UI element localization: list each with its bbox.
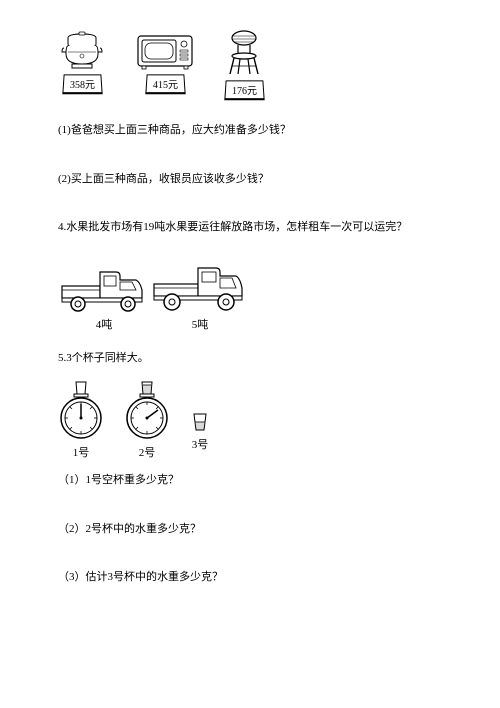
truck-label-1: 4吨 bbox=[96, 316, 113, 332]
product-microwave: 415元 bbox=[134, 30, 196, 100]
scale-icon-1 bbox=[58, 380, 104, 442]
cup-icon-3 bbox=[190, 412, 210, 434]
truck-1: 4吨 bbox=[58, 258, 150, 332]
truck-2: 5吨 bbox=[150, 254, 250, 332]
cup-3: 3号 bbox=[190, 412, 210, 452]
scale-label-1: 1号 bbox=[73, 444, 90, 460]
products-row: 358元 415元 176 bbox=[58, 30, 442, 100]
question-5-2: （2）2号杯中的水重多少克？ bbox=[58, 521, 442, 538]
price-tag-1: 358元 bbox=[62, 74, 102, 94]
price-tag-3: 176元 bbox=[224, 80, 264, 100]
scale-label-3: 3号 bbox=[192, 436, 209, 452]
question-5: 5.3个杯子同样大。 bbox=[58, 350, 442, 367]
scale-label-2: 2号 bbox=[139, 444, 156, 460]
product-chair: 176元 bbox=[224, 30, 264, 100]
question-5-3: （3）估计3号杯中的水重多少克？ bbox=[58, 569, 442, 586]
question-1: (1)爸爸想买上面三种商品，应大约准备多少钱？ bbox=[58, 122, 442, 139]
scale-icon-2 bbox=[124, 380, 170, 442]
truck-icon-2 bbox=[150, 254, 250, 318]
rice-cooker-icon bbox=[58, 30, 106, 72]
question-4: 4.水果批发市场有19吨水果要运往解放路市场，怎样租车一次可以运完？ bbox=[58, 219, 442, 236]
truck-icon-1 bbox=[58, 258, 150, 318]
scales-row: 1号 2号 3号 bbox=[58, 380, 442, 460]
question-2: (2)买上面三种商品，收银员应该收多少钱？ bbox=[58, 171, 442, 188]
price-tag-2: 415元 bbox=[145, 74, 185, 94]
scale-2: 2号 bbox=[124, 380, 170, 460]
trucks-row: 4吨 5吨 bbox=[58, 254, 442, 332]
product-rice-cooker: 358元 bbox=[58, 30, 106, 100]
scale-1: 1号 bbox=[58, 380, 104, 460]
truck-label-2: 5吨 bbox=[192, 316, 209, 332]
microwave-icon bbox=[134, 30, 196, 72]
question-5-1: （1）1号空杯重多少克？ bbox=[58, 472, 442, 489]
chair-icon bbox=[224, 30, 264, 78]
